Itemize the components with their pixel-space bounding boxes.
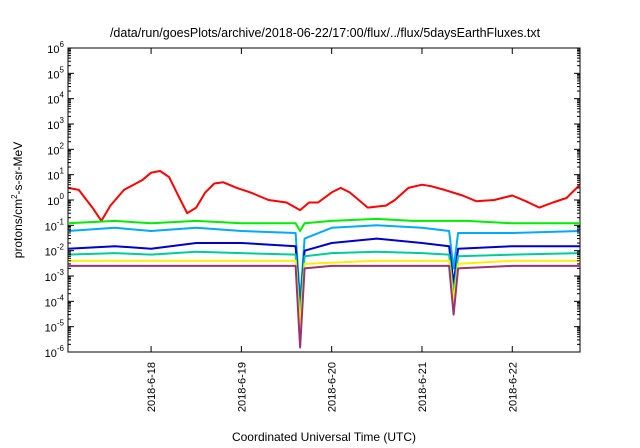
x-tick-label: 2018-6-21 — [417, 362, 429, 412]
series-line-1 — [67, 217, 580, 232]
y-tick-label: 10-1 — [45, 217, 65, 233]
y-tick-label: 103 — [47, 116, 64, 132]
y-tick-label: 10-3 — [45, 268, 65, 284]
y-tick-label: 104 — [47, 91, 64, 107]
x-axis-ticks: 2018-6-18 2018-6-19 2018-6-20 2018-6-21 2018… — [146, 48, 519, 412]
y-tick-label: 10-4 — [45, 293, 65, 309]
y-tick-label: 101 — [47, 167, 64, 183]
y-tick-label: 10-5 — [45, 319, 65, 335]
series-layer — [67, 170, 581, 349]
y-tick-label: 10-2 — [45, 243, 65, 259]
series-line-3 — [67, 237, 580, 310]
x-tick-label: 2018-6-22 — [507, 362, 519, 412]
y-tick-label: 10-6 — [45, 344, 65, 360]
series-line-5 — [68, 259, 580, 328]
y-axis-label-base: protons/cm — [11, 199, 25, 258]
series-line-2 — [67, 224, 581, 303]
y-axis-label-rest: -s-sr-MeV — [11, 142, 25, 195]
y-axis-label: protons/cm2-s-sr-MeV — [10, 142, 25, 258]
x-axis-label: Coordinated Universal Time (UTC) — [232, 430, 416, 444]
y-tick-label: 100 — [47, 192, 64, 208]
x-tick-label: 2018-6-20 — [327, 362, 339, 412]
y-axis-ticks: 10-6 10-5 10-4 10-3 10-2 10-1 100 101 102 103 104 1… — [45, 40, 580, 360]
x-tick-label: 2018-6-19 — [236, 362, 248, 412]
plot-frame — [67, 47, 581, 353]
series-line-0 — [67, 170, 581, 222]
y-axis-label-exponent: 2 — [10, 194, 19, 199]
chart-title: /data/run/goesPlots/archive/2018-06-22/1… — [110, 26, 541, 40]
series-line-6 — [68, 264, 580, 349]
x-tick-label: 2018-6-18 — [146, 362, 158, 412]
y-tick-label: 106 — [47, 40, 64, 56]
y-tick-label: 102 — [47, 141, 64, 157]
y-tick-label: 105 — [47, 65, 64, 81]
